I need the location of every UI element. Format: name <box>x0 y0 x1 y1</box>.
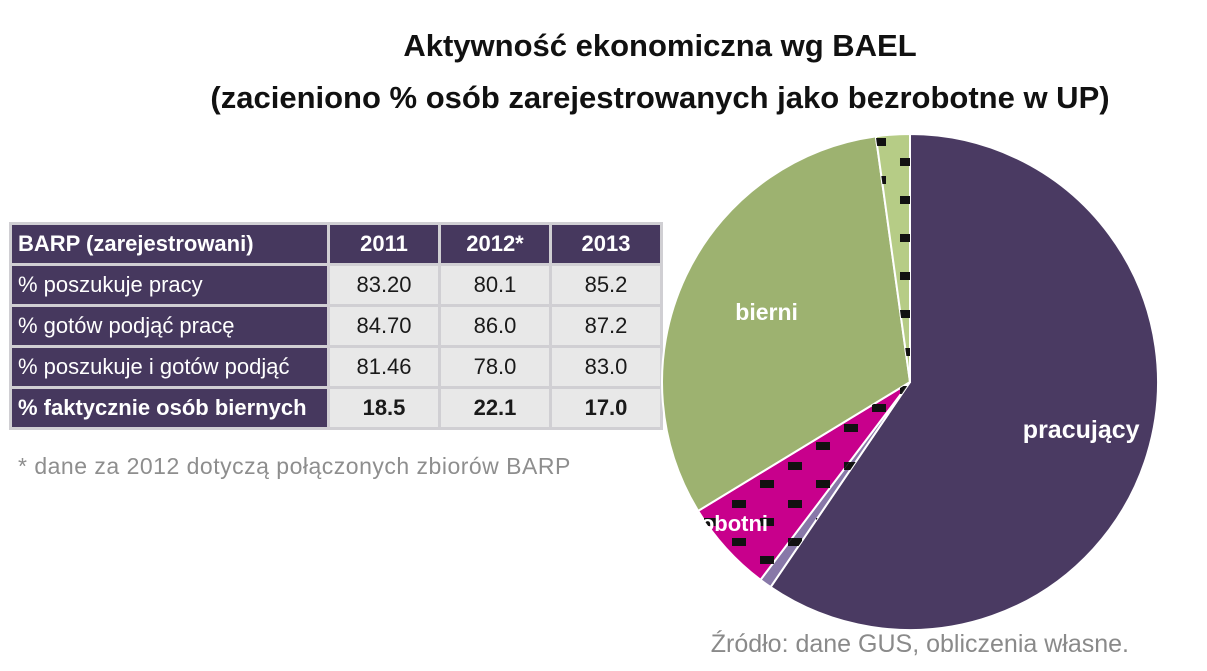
table-cell: 81.46 <box>330 348 438 386</box>
row-label: % gotów podjąć pracę <box>12 307 327 345</box>
table-cell: 22.1 <box>441 389 549 427</box>
table-header-2011: 2011 <box>330 225 438 263</box>
table-header-row: BARP (zarejestrowani) 2011 2012* 2013 <box>12 225 660 263</box>
pie-label-bezrobotni: bezrobotni <box>656 511 768 536</box>
shading-hatch <box>698 382 910 580</box>
pie-labels: pracujący bezrobotni bierni <box>656 299 1140 536</box>
table-header-2012: 2012* <box>441 225 549 263</box>
row-label: % poszukuje i gotów podjąć <box>12 348 327 386</box>
table-cell: 84.70 <box>330 307 438 345</box>
row-label: % faktycznie osób biernych <box>12 389 327 427</box>
table-cell: 17.0 <box>552 389 660 427</box>
table-cell: 87.2 <box>552 307 660 345</box>
table-cell: 78.0 <box>441 348 549 386</box>
table-cell: 80.1 <box>441 266 549 304</box>
pie-label-pracujący: pracujący <box>1023 416 1140 444</box>
table-cell: 83.20 <box>330 266 438 304</box>
source-note: Źródło: dane GUS, obliczenia własne. <box>710 630 1129 658</box>
table-cell: 86.0 <box>441 307 549 345</box>
table-row: % gotów podjąć pracę 84.70 86.0 87.2 <box>12 307 660 345</box>
table-cell: 83.0 <box>552 348 660 386</box>
barp-table: BARP (zarejestrowani) 2011 2012* 2013 % … <box>9 222 663 430</box>
table-header-2013: 2013 <box>552 225 660 263</box>
table-cell: 18.5 <box>330 389 438 427</box>
chart-title: Aktywność ekonomiczna wg BAEL <box>403 28 917 63</box>
row-label: % poszukuje pracy <box>12 266 327 304</box>
chart-subtitle: (zacieniono % osób zarejestrowanych jako… <box>210 80 1110 115</box>
pie-slice-pracujący <box>769 132 1159 631</box>
shading-hatch <box>760 382 910 588</box>
shading-hatch <box>875 134 910 382</box>
table-cell: 85.2 <box>552 266 660 304</box>
table-row: % faktycznie osób biernych 18.5 22.1 17.… <box>12 389 660 427</box>
pie-slice-bierni <box>661 135 912 513</box>
table-row: % poszukuje i gotów podjąć 81.46 78.0 83… <box>12 348 660 386</box>
table-row: % poszukuje pracy 83.20 80.1 85.2 <box>12 266 660 304</box>
registered-unemployed-shading <box>698 134 910 588</box>
pie-label-bierni: bierni <box>735 299 798 325</box>
footnote: * dane za 2012 dotyczą połączonych zbior… <box>18 453 571 479</box>
table-header-label: BARP (zarejestrowani) <box>12 225 327 263</box>
